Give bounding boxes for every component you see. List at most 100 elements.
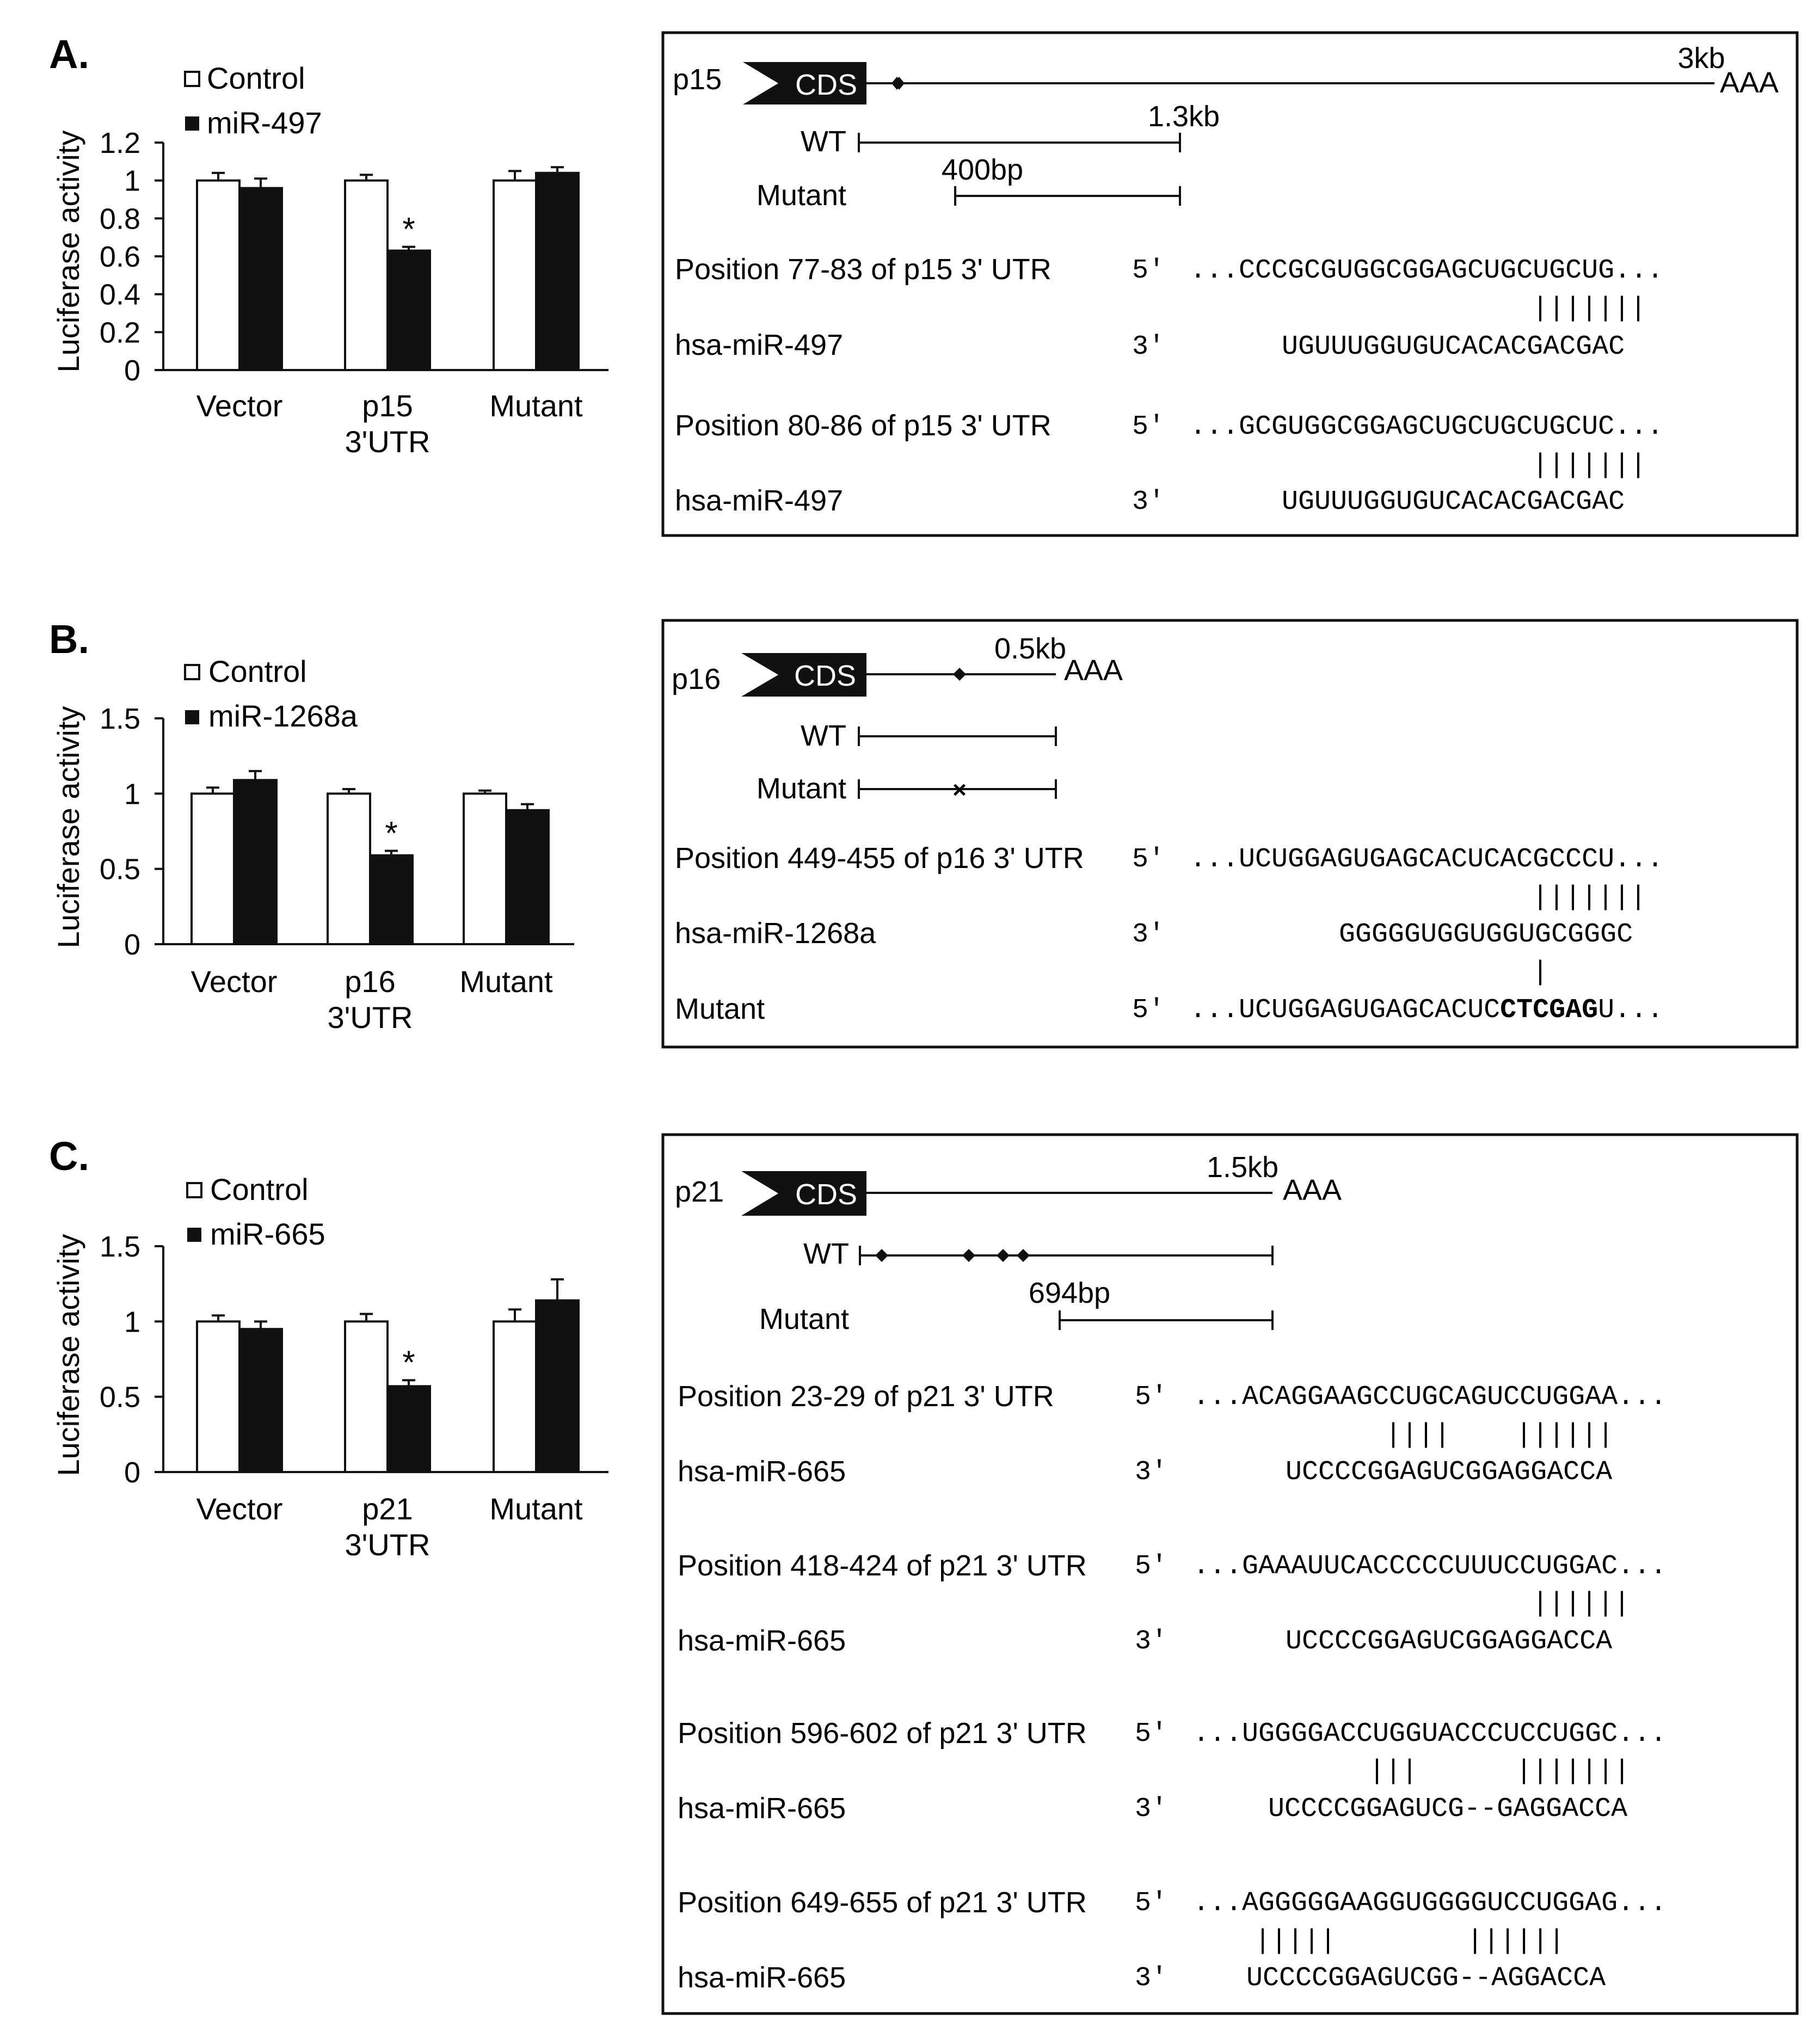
alignment-mirna-label: hsa-miR-665 bbox=[678, 1624, 846, 1657]
alignment-mirna-sequence: UCCCCGGAGUCGG--AGGACCA bbox=[1246, 1963, 1606, 1994]
mutant-sequence-label: Mutant bbox=[675, 993, 765, 1025]
alignment-mirna-label: hsa-miR-665 bbox=[678, 1455, 846, 1488]
bar-control bbox=[327, 792, 371, 946]
mutant-length-label: 400bp bbox=[942, 153, 1023, 186]
y-tick-label: 1.5 bbox=[100, 1230, 140, 1263]
bar-mir bbox=[535, 171, 580, 371]
bar-control bbox=[463, 792, 507, 946]
x-tick-label: Mutant bbox=[459, 964, 553, 999]
bar-control bbox=[196, 179, 241, 371]
binding-site-marker bbox=[875, 1249, 888, 1262]
alignment-utr-sequence: ...GCGUGGCGGAGCUGCUGCUGCUC... bbox=[1190, 411, 1663, 442]
panel-c-diagram-box bbox=[661, 1133, 1799, 2015]
cds-label: CDS bbox=[795, 1178, 857, 1211]
x-tick-label: 3'UTR bbox=[345, 1528, 431, 1562]
alignment-mirna-label: hsa-miR-497 bbox=[675, 484, 843, 517]
y-tick-label: 0 bbox=[124, 354, 140, 387]
alignment-5prime: 5' bbox=[1132, 411, 1165, 442]
panel-a-alignment-1: Position 77-83 of p15 3' UTR 5' ...CCCGC… bbox=[675, 253, 1663, 362]
y-axis-title: Luciferase activity bbox=[51, 130, 85, 372]
alignment-utr-sequence: ...ACAGGAAGCCUGCAGUCCUGGAA... bbox=[1193, 1382, 1667, 1413]
alignment-match-bars: |||||| bbox=[1532, 1588, 1630, 1620]
alignment-3prime: 3' bbox=[1135, 1794, 1167, 1825]
legend-mir-label: miR-665 bbox=[210, 1217, 325, 1251]
alignment-utr-sequence: ...CCCGCGUGGCGGAGCUGCUGCUG... bbox=[1190, 255, 1663, 286]
x-tick-label: 3'UTR bbox=[328, 1000, 413, 1035]
bar-control bbox=[493, 1320, 537, 1473]
panel-b-gene-diagram: p16 CDS 0.5kb AAA WT Mutant × bbox=[672, 632, 1123, 805]
mutant-construct-label: Mutant bbox=[757, 179, 846, 212]
alignment-position-label: Position 649-655 of p21 3' UTR bbox=[678, 1886, 1087, 1919]
legend-control-swatch bbox=[184, 71, 200, 87]
y-tick-label: 0.8 bbox=[100, 202, 140, 235]
alignment-3prime: 3' bbox=[1132, 331, 1165, 362]
alignment-utr-sequence: ...GAAAUUCACCCCCUUUCCUGGAC... bbox=[1193, 1551, 1667, 1582]
bar-mir bbox=[386, 1385, 431, 1474]
alignment-mirna-label: hsa-miR-1268a bbox=[675, 917, 876, 950]
alignment-3prime: 3' bbox=[1135, 1626, 1167, 1657]
polya-label: AAA bbox=[1064, 654, 1123, 687]
legend-mir-swatch bbox=[185, 116, 199, 131]
alignment-3prime: 3' bbox=[1132, 919, 1165, 950]
panel-b-label: B. bbox=[49, 617, 89, 662]
alignment-position-label: Position 77-83 of p15 3' UTR bbox=[675, 253, 1052, 286]
alignment-mirna-sequence: UGUUUGGUGUCACACGACGAC bbox=[1282, 331, 1625, 362]
significance-asterisk: * bbox=[402, 1344, 415, 1381]
panel-a-gene-diagram: p15 CDS 3kb AAA WT 1.3kb Mutant 400bp bbox=[673, 42, 1779, 212]
panel-b-alignment: Position 449-455 of p16 3' UTR 5' ...UCU… bbox=[675, 842, 1663, 1026]
legend-control-label: Control bbox=[210, 1172, 309, 1206]
mutant-sequence-prefix: ...UCUGGAGUGAGCACUC bbox=[1190, 995, 1500, 1026]
alignment-position-label: Position 23-29 of p21 3' UTR bbox=[678, 1380, 1054, 1413]
alignment-match-bars: |||| |||||| bbox=[1385, 1420, 1614, 1451]
x-tick-label: Mutant bbox=[489, 389, 583, 423]
alignment-5prime: 5' bbox=[1132, 995, 1165, 1026]
y-tick-label: 1 bbox=[124, 778, 140, 810]
mutant-construct-label: Mutant bbox=[757, 772, 846, 805]
y-tick-label: 0 bbox=[124, 928, 140, 961]
panel-a-diagram-box bbox=[661, 31, 1799, 537]
cds-label: CDS bbox=[795, 69, 857, 101]
binding-site-marker bbox=[953, 668, 966, 681]
wt-construct-label: WT bbox=[803, 1237, 849, 1270]
polya-label: AAA bbox=[1720, 66, 1779, 99]
alignment-mirna-label: hsa-miR-665 bbox=[678, 1792, 846, 1825]
alignment-utr-sequence: ...AGGGGGAAGGUGGGGUCCUGGAG... bbox=[1193, 1888, 1667, 1919]
y-tick-label: 1 bbox=[124, 1306, 140, 1338]
y-tick-label: 1.5 bbox=[100, 703, 140, 735]
panel-c: C. Control miR-665 Luciferase activity 0… bbox=[49, 1133, 1799, 2015]
y-tick-label: 0.5 bbox=[100, 853, 140, 886]
binding-site-marker bbox=[962, 1249, 975, 1262]
alignment-5prime: 5' bbox=[1132, 255, 1165, 286]
y-tick-label: 1 bbox=[124, 165, 140, 198]
legend-control-label: Control bbox=[207, 61, 305, 95]
y-tick-label: 0.2 bbox=[100, 316, 140, 349]
alignment-position-label: Position 596-602 of p21 3' UTR bbox=[678, 1717, 1087, 1750]
alignment-match-bars: ||||| |||||| bbox=[1255, 1926, 1565, 1957]
mutant-site-bold: CTCGAG bbox=[1500, 995, 1598, 1026]
x-tick-label: Vector bbox=[196, 1492, 283, 1526]
bar-mir bbox=[505, 809, 550, 946]
panel-a-chart: Control miR-497 Luciferase activity 0 0.2… bbox=[51, 61, 608, 459]
alignment-3prime: 3' bbox=[1135, 1963, 1167, 1994]
y-axis-title: Luciferase activity bbox=[51, 1234, 85, 1476]
y-tick-label: 0.5 bbox=[100, 1381, 140, 1414]
x-tick-label: Mutant bbox=[489, 1492, 583, 1526]
panel-c-alignment-4: Position 649-655 of p21 3' UTR 5' ...AGG… bbox=[678, 1886, 1667, 1994]
alignment-match-bars: ||||||| bbox=[1532, 293, 1646, 324]
alignment-mirna-sequence: UCCCCGGAGUCG--GAGGACCA bbox=[1268, 1794, 1627, 1825]
bar-control bbox=[344, 1320, 389, 1473]
bar-control bbox=[190, 792, 235, 946]
y-tick-label: 0 bbox=[124, 1456, 140, 1489]
panel-a-label: A. bbox=[49, 32, 89, 77]
bar-control bbox=[344, 179, 389, 371]
panel-c-alignment-3: Position 596-602 of p21 3' UTR 5' ...UGG… bbox=[678, 1717, 1667, 1825]
bar-mir bbox=[535, 1299, 580, 1474]
x-tick-label: p16 bbox=[345, 964, 395, 999]
significance-asterisk: * bbox=[385, 815, 397, 851]
legend-mir-label: miR-1268a bbox=[208, 699, 358, 733]
wt-length-label: 1.3kb bbox=[1148, 100, 1220, 133]
bar-control bbox=[493, 179, 537, 371]
panel-c-gene-diagram: p21 CDS 1.5kb AAA WT Mutant 694bp bbox=[675, 1151, 1342, 1335]
legend-mir-swatch bbox=[185, 710, 199, 724]
